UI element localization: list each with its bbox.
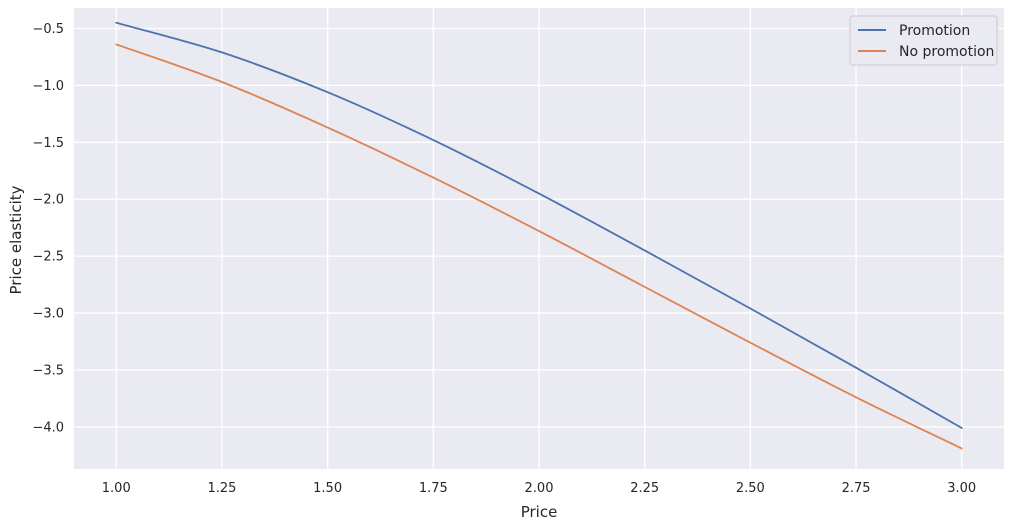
x-tick-label: 1.25	[207, 481, 236, 496]
y-tick-label: −2.5	[32, 250, 64, 265]
series-line-promotion	[115, 21, 963, 429]
x-tick-label: 2.00	[525, 481, 554, 496]
y-tick-label: −0.5	[32, 22, 64, 37]
y-tick-label: −4.0	[32, 420, 64, 435]
legend-label-no-promotion: No promotion	[899, 44, 994, 60]
x-tick-label: 1.50	[313, 481, 342, 496]
x-tick-label: 2.50	[736, 481, 765, 496]
y-axis-ticks: −0.5 −1.0 −1.5 −2.0 −2.5 −3.0 −3.5 −4.0	[32, 22, 64, 435]
y-tick-label: −3.5	[32, 363, 64, 378]
y-tick-label: −2.0	[32, 193, 64, 208]
x-tick-label: 2.25	[630, 481, 659, 496]
series-line-no-promotion	[115, 43, 963, 450]
y-tick-label: −3.0	[32, 307, 64, 322]
x-axis-label: Price	[521, 503, 558, 521]
grid-lines	[74, 8, 1004, 469]
y-tick-label: −1.5	[32, 136, 64, 151]
y-axis-label: Price elasticity	[7, 185, 25, 294]
y-tick-label: −1.0	[32, 79, 64, 94]
x-tick-label: 1.75	[419, 481, 448, 496]
x-tick-label: 2.75	[842, 481, 871, 496]
legend-box	[849, 15, 998, 66]
x-tick-label: 1.00	[102, 481, 131, 496]
x-axis-ticks: 1.00 1.25 1.50 1.75 2.00 2.25 2.50 2.75 3.00	[102, 481, 976, 496]
series-layer	[115, 21, 963, 450]
legend: Promotion No promotion	[849, 15, 998, 66]
legend-label-promotion: Promotion	[899, 23, 970, 39]
x-tick-label: 3.00	[947, 481, 976, 496]
